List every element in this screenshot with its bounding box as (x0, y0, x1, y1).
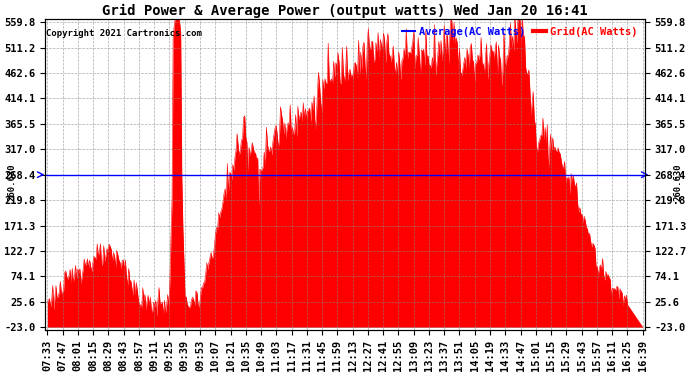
Legend: Average(AC Watts), Grid(AC Watts): Average(AC Watts), Grid(AC Watts) (400, 25, 640, 39)
Text: 260.630: 260.630 (673, 164, 682, 201)
Text: Copyright 2021 Cartronics.com: Copyright 2021 Cartronics.com (46, 29, 202, 38)
Text: 260.630: 260.630 (8, 164, 17, 201)
Title: Grid Power & Average Power (output watts) Wed Jan 20 16:41: Grid Power & Average Power (output watts… (102, 4, 588, 18)
